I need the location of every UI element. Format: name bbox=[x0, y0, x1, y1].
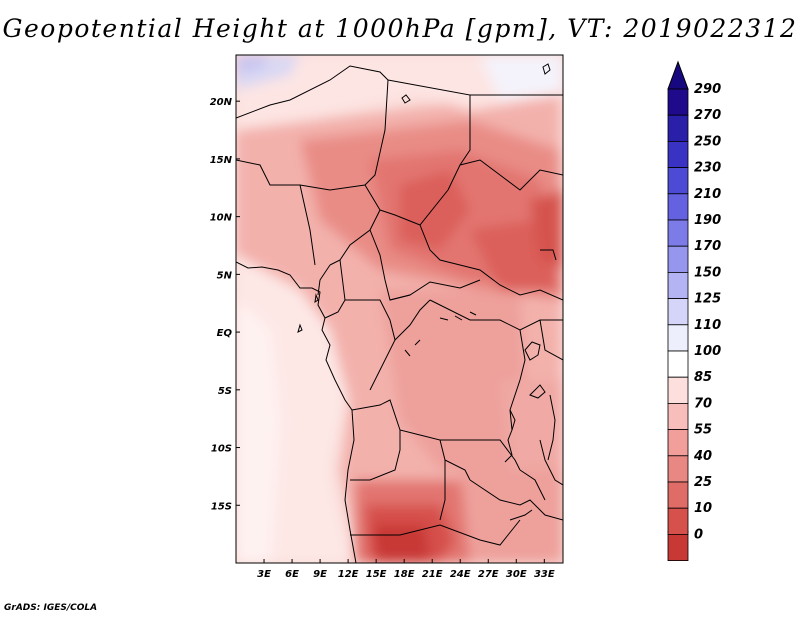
colorbar-swatch bbox=[667, 219, 689, 247]
x-tick-label: 24E bbox=[450, 569, 471, 580]
height-field bbox=[236, 55, 563, 563]
colorbar-label: 0 bbox=[694, 527, 703, 542]
map-frame bbox=[235, 54, 564, 564]
credit-label: GrADS: IGES/COLA bbox=[4, 603, 98, 613]
y-tick-label: 5S bbox=[218, 386, 232, 397]
x-axis: 3E 6E 9E 12E 15E 18E 21E 24E 27E 30E 33E bbox=[257, 559, 555, 580]
colorbar-swatch bbox=[667, 534, 689, 562]
colorbar-swatch bbox=[667, 481, 689, 509]
x-tick-label: 6E bbox=[285, 569, 299, 580]
colorbar-label: 290 bbox=[694, 82, 721, 97]
colorbar-swatch bbox=[667, 402, 689, 430]
colorbar-label: 230 bbox=[694, 161, 721, 176]
colorbar-label: 110 bbox=[694, 318, 721, 333]
y-tick-label: 15S bbox=[211, 501, 232, 512]
colorbar-swatch bbox=[667, 114, 689, 142]
colorbar-label: 100 bbox=[694, 344, 721, 359]
map-title: Geopotential Height at 1000hPa [gpm], VT… bbox=[2, 14, 798, 43]
colorbar-swatch bbox=[667, 245, 689, 273]
colorbar-swatch bbox=[667, 507, 689, 535]
colorbar-label: 70 bbox=[694, 396, 712, 411]
x-tick-label: 9E bbox=[313, 569, 327, 580]
colorbar-swatch bbox=[667, 193, 689, 221]
x-tick-label: 15E bbox=[366, 569, 387, 580]
colorbar-label: 25 bbox=[694, 475, 712, 490]
x-tick-label: 27E bbox=[478, 569, 499, 580]
y-axis: 20N 15N 10N 5N EQ 5S 10S 15S bbox=[210, 97, 240, 512]
colorbar-label: 55 bbox=[694, 423, 712, 438]
colorbar-label: 250 bbox=[694, 134, 721, 149]
colorbar-swatch bbox=[667, 324, 689, 352]
colorbar-swatch bbox=[667, 298, 689, 326]
y-tick-label: 20N bbox=[210, 97, 233, 108]
y-tick-label: 10N bbox=[210, 213, 233, 224]
country-borders bbox=[236, 63, 563, 563]
x-tick-label: 3E bbox=[257, 569, 271, 580]
x-tick-label: 30E bbox=[506, 569, 527, 580]
colorbar-swatch bbox=[667, 376, 689, 404]
colorbar-swatch bbox=[667, 167, 689, 195]
y-tick-label: 10S bbox=[211, 444, 232, 455]
y-tick-label: 5N bbox=[217, 270, 233, 281]
colorbar-label: 270 bbox=[694, 108, 721, 123]
colorbar-swatch bbox=[667, 271, 689, 299]
colorbar-label: 10 bbox=[694, 501, 712, 516]
y-tick-label: EQ bbox=[217, 328, 233, 339]
y-tick-label: 15N bbox=[210, 155, 233, 166]
colorbar-label: 125 bbox=[694, 292, 721, 307]
colorbar-swatch bbox=[667, 455, 689, 483]
colorbar-top-arrow bbox=[667, 60, 689, 90]
x-tick-label: 21E bbox=[422, 569, 443, 580]
colorbar-label: 150 bbox=[694, 265, 721, 280]
colorbar-label: 85 bbox=[694, 370, 712, 385]
colorbar-swatch bbox=[667, 350, 689, 378]
colorbar: 2902702502302101901701501251101008570554… bbox=[667, 60, 721, 562]
colorbar-label: 170 bbox=[694, 239, 721, 254]
colorbar-label: 40 bbox=[693, 449, 712, 464]
colorbar-label: 190 bbox=[694, 213, 721, 228]
x-tick-label: 33E bbox=[534, 569, 555, 580]
x-tick-label: 12E bbox=[338, 569, 359, 580]
colorbar-label: 210 bbox=[694, 187, 721, 202]
colorbar-swatch bbox=[667, 88, 689, 116]
x-tick-label: 18E bbox=[394, 569, 415, 580]
colorbar-swatch bbox=[667, 140, 689, 168]
colorbar-swatch bbox=[667, 429, 689, 457]
